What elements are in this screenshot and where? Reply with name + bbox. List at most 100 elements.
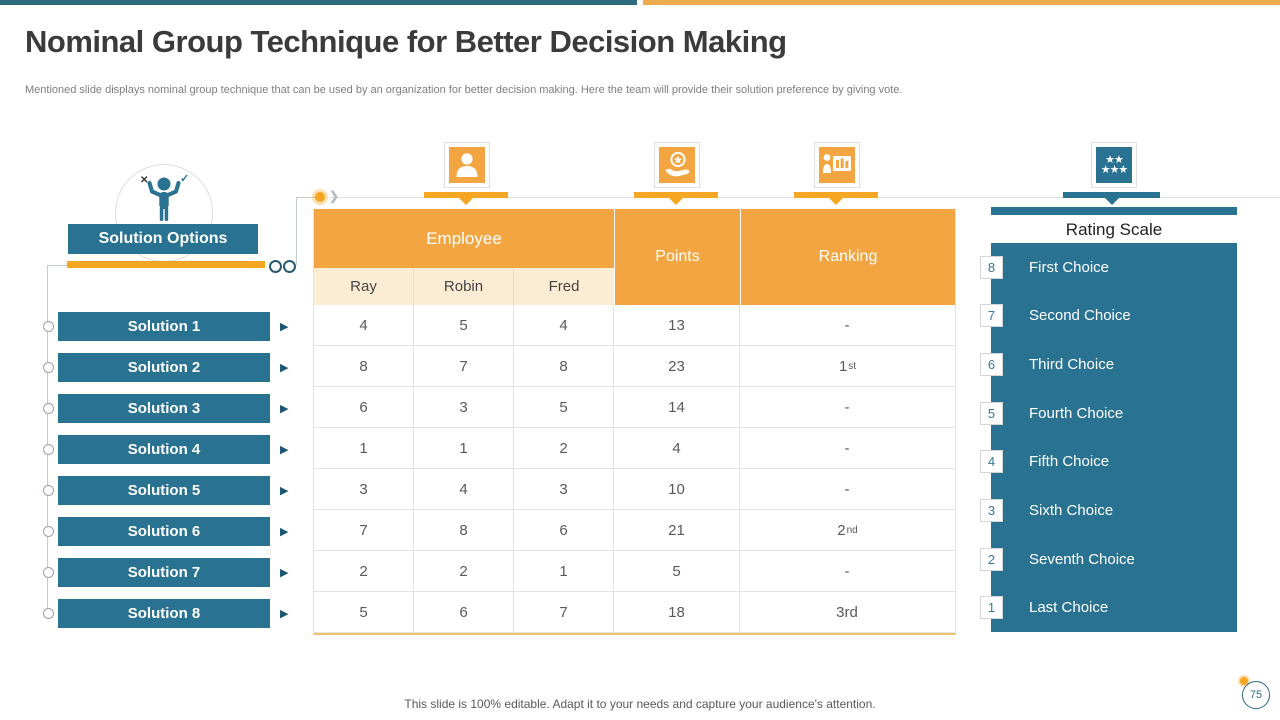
connector-line-horizontal [296, 197, 316, 198]
person-check-cross-icon: ✕ ✓ [140, 173, 189, 221]
star-row: ★★★ [1100, 164, 1129, 176]
arrow-right-icon: ▶ [280, 567, 289, 579]
solution-3-button[interactable]: Solution 3 [58, 394, 270, 423]
table-cell: 14 [614, 387, 740, 428]
rating-label: Last Choice [1029, 599, 1109, 617]
stars-icon: ★★ ★★★ [1096, 147, 1132, 183]
table-cell: 18 [614, 592, 740, 633]
page-number: 75 [1242, 681, 1270, 709]
top-accent-bar-orange [643, 0, 1280, 5]
employee-pointer [459, 198, 473, 205]
solution-8-button[interactable]: Solution 8 [58, 599, 270, 628]
solution-4-button[interactable]: Solution 4 [58, 435, 270, 464]
solution-row: Solution 4 ▶ [40, 435, 288, 464]
points-pointer [669, 198, 683, 205]
arrow-right-icon: ▶ [280, 362, 289, 374]
table-cell: 5 [314, 592, 414, 633]
star-row: ★★ [1105, 154, 1124, 166]
voting-table: Employee Points Ranking Ray Robin Fred 4… [313, 209, 956, 635]
table-cell: 3 [314, 469, 414, 510]
solution-row: Solution 2 ▶ [40, 353, 288, 382]
user-icon [449, 147, 485, 183]
solution-row: Solution 7 ▶ [40, 558, 288, 587]
solution-5-button[interactable]: Solution 5 [58, 476, 270, 505]
solution-options-header: Solution Options [68, 224, 258, 254]
table-cell: 2 [414, 551, 514, 592]
rating-icon-box: ★★ ★★★ [1091, 142, 1137, 188]
rating-row: 8 First Choice [980, 243, 1237, 292]
solution-row: Solution 3 ▶ [40, 394, 288, 423]
rail-dot [43, 403, 54, 414]
column-header-points: Points [614, 209, 740, 305]
timeline-start-dot [315, 192, 325, 202]
ranking-value: - [844, 562, 850, 580]
solution-row: Solution 8 ▶ [40, 599, 288, 628]
rating-row: 1 Last Choice [980, 583, 1237, 632]
rating-row: 6 Third Choice [980, 340, 1237, 389]
rating-value: 4 [980, 450, 1003, 474]
rating-label: Sixth Choice [1029, 501, 1114, 519]
arrow-right-icon: ▶ [280, 608, 289, 620]
solution-2-button[interactable]: Solution 2 [58, 353, 270, 382]
rating-scale-title: Rating Scale [1065, 220, 1163, 239]
solution-1-button[interactable]: Solution 1 [58, 312, 270, 341]
sub-header-robin: Robin [414, 268, 514, 305]
footer-note: This slide is 100% editable. Adapt it to… [404, 697, 876, 711]
ranking-icon-box [814, 142, 860, 188]
rating-value: 5 [980, 401, 1003, 425]
ranking-value: - [844, 439, 850, 457]
rail-dot [43, 321, 54, 332]
table-cell: 7 [314, 510, 414, 551]
solution-row: Solution 6 ▶ [40, 517, 288, 546]
presenter-chart-icon [819, 147, 855, 183]
rating-row: 7 Second Choice [980, 292, 1237, 341]
rail-dot [43, 567, 54, 578]
solution-7-button[interactable]: Solution 7 [58, 558, 270, 587]
page-subtitle: Mentioned slide displays nominal group t… [25, 84, 903, 96]
rating-scale-topbar [991, 207, 1237, 215]
table-cell: 21 [614, 510, 740, 551]
table-cell: 4 [514, 305, 614, 346]
rail-dot [43, 526, 54, 537]
rating-pointer [1105, 198, 1119, 205]
connector-line-vertical [296, 197, 297, 265]
table-cell: 1 [514, 551, 614, 592]
connector-dot [283, 260, 296, 273]
rating-value: 3 [980, 498, 1003, 522]
rating-label: Fifth Choice [1029, 453, 1110, 471]
arrow-right-icon: ▶ [280, 485, 289, 497]
solution-options-underline [67, 261, 265, 268]
rating-scale-box: 8 First Choice 7 Second Choice 6 Third C… [980, 243, 1237, 632]
table-cell: 5 [514, 387, 614, 428]
table-cell: 5 [414, 305, 514, 346]
rating-value: 1 [980, 596, 1003, 620]
table-cell: 4 [314, 305, 414, 346]
rating-label: Fourth Choice [1029, 404, 1124, 422]
table-cell: - [740, 305, 955, 346]
rating-value: 7 [980, 304, 1003, 328]
chevron-right-icon: ❯ [329, 189, 340, 203]
ranking-value: - [844, 398, 850, 416]
sub-header-ray: Ray [314, 268, 414, 305]
points-icon-box [654, 142, 700, 188]
rating-row: 5 Fourth Choice [980, 389, 1237, 438]
ranking-icon-underline [794, 192, 878, 198]
arrow-right-icon: ▶ [280, 444, 289, 456]
rating-value: 8 [980, 255, 1003, 279]
solution-6-button[interactable]: Solution 6 [58, 517, 270, 546]
table-cell: 8 [414, 510, 514, 551]
table-cell: - [740, 551, 955, 592]
page-number-dot [1240, 677, 1248, 685]
column-header-ranking: Ranking [740, 209, 955, 305]
table-cell: 8 [514, 346, 614, 387]
table-cell: - [740, 387, 955, 428]
ranking-suffix: nd [846, 524, 858, 536]
employee-icon-underline [424, 192, 508, 198]
arrow-right-icon: ▶ [280, 403, 289, 415]
table-cell: 13 [614, 305, 740, 346]
table-cell: 23 [614, 346, 740, 387]
table-cell: 1 [314, 428, 414, 469]
table-cell: 6 [414, 592, 514, 633]
